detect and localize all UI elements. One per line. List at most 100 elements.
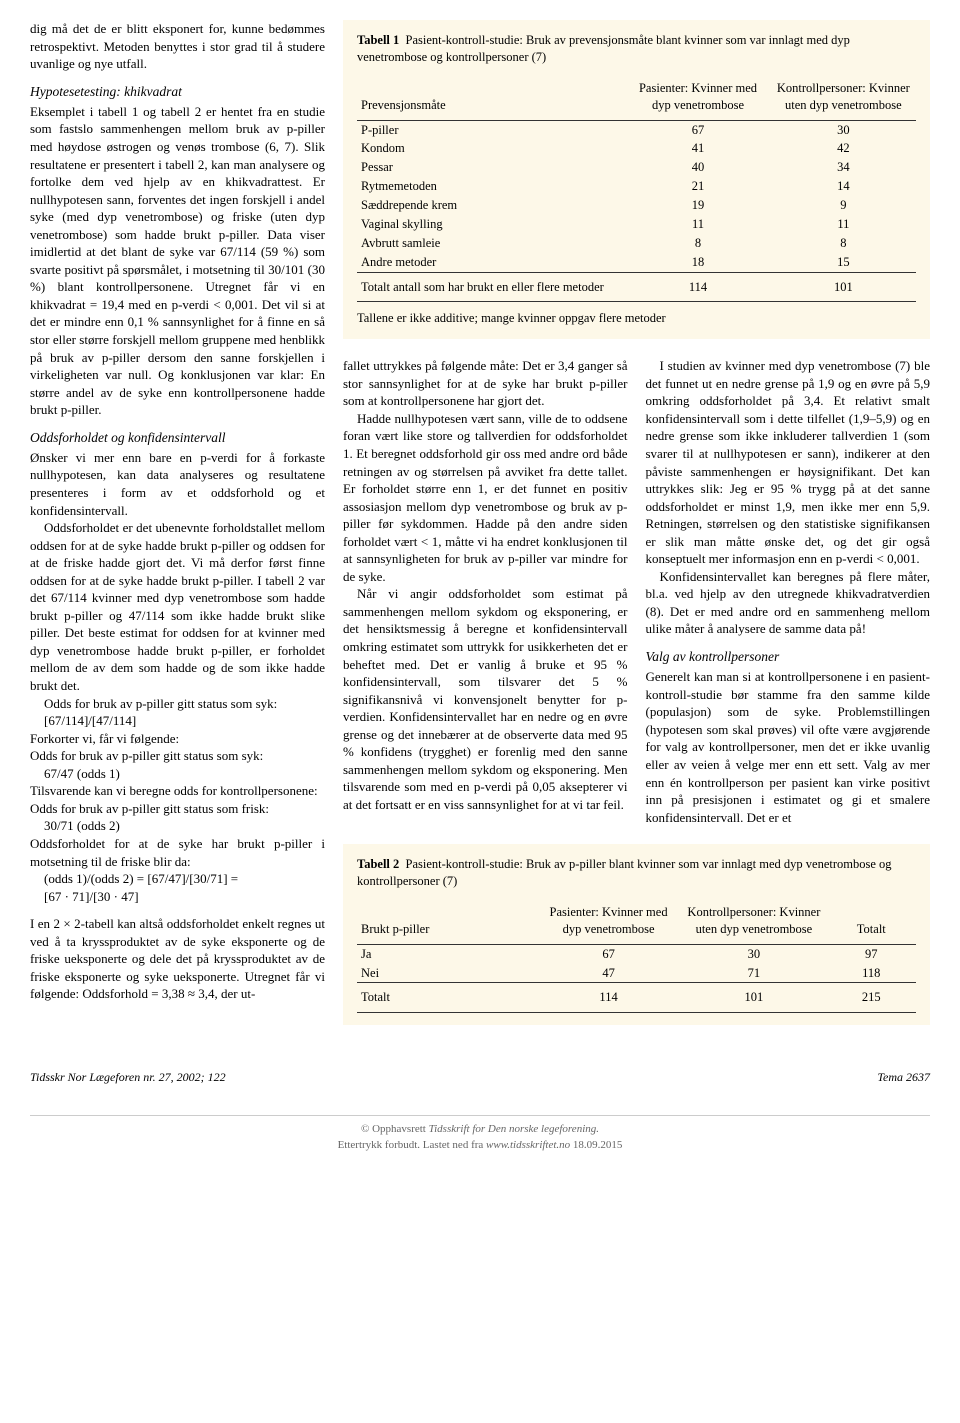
cell-value: 8 [771, 234, 916, 253]
table-1-footnote: Tallene er ikke additive; mange kvinner … [357, 310, 916, 327]
table-1-total-v2: 101 [771, 272, 916, 302]
copyright-line1a: © Opphavsrett [361, 1123, 429, 1135]
body-paragraph: Tilsvarende kan vi beregne odds for kont… [30, 782, 325, 800]
table-1: Tabell 1 Pasient-kontroll-studie: Bruk a… [343, 20, 930, 339]
table-1-label: Tabell 1 [357, 33, 399, 47]
page-footer: Tidsskr Nor Lægeforen nr. 27, 2002; 122 … [30, 1065, 930, 1085]
calc-line: 67/47 (odds 1) [30, 765, 325, 783]
right-column: I studien av kvinner med dyp venetrombos… [646, 357, 931, 826]
body-paragraph: Odds for bruk av p-piller gitt status so… [30, 747, 325, 765]
table-1-caption-text: Pasient-kontroll-studie: Bruk av prevens… [357, 33, 850, 64]
copyright-line2b: www.tidsskriftet.no [486, 1139, 570, 1151]
table-2-header-col2: Pasienter: Kvinner med dyp venetrombose [536, 902, 681, 944]
table-row: Rytmemetoden2114 [357, 177, 916, 196]
body-paragraph: Oddsforholdet for at de syke har brukt p… [30, 835, 325, 870]
cell-value: 11 [625, 215, 770, 234]
table-2-total-v3: 215 [827, 983, 916, 1013]
page-content: dig må det de er blitt eksponert for, ku… [30, 20, 930, 1153]
cell-value: 14 [771, 177, 916, 196]
calc-line: 30/71 (odds 2) [30, 817, 325, 835]
cell-value: 30 [681, 944, 826, 963]
footer-right-page: 2637 [903, 1070, 930, 1084]
cell-value: 9 [771, 196, 916, 215]
section-heading-oddsforhold: Oddsforholdet og konfidensintervall [30, 429, 325, 447]
footer-right: Tema 2637 [877, 1069, 930, 1085]
cell-value: 30 [771, 120, 916, 139]
copyright-line1b: Tidsskrift for Den norske legeforening. [429, 1123, 599, 1135]
table-2-total-label: Totalt [357, 983, 536, 1013]
footer-left: Tidsskr Nor Lægeforen nr. 27, 2002; 122 [30, 1069, 226, 1085]
body-paragraph: Ønsker vi mer enn bare en p-verdi for å … [30, 449, 325, 519]
table-row: Ja673097 [357, 944, 916, 963]
footer-right-label: Tema [877, 1070, 903, 1084]
table-row: P-piller6730 [357, 120, 916, 139]
table-row: Kondom4142 [357, 139, 916, 158]
middle-right-columns: fallet uttrykkes på følgende måte: Det e… [343, 357, 930, 826]
body-paragraph: Når vi angir oddsforholdet som estimat p… [343, 585, 628, 813]
body-paragraph: fallet uttrykkes på følgende måte: Det e… [343, 357, 628, 410]
cell-value: 67 [536, 944, 681, 963]
cell-value: 97 [827, 944, 916, 963]
body-paragraph: I en 2 × 2-tabell kan altså oddsforholde… [30, 915, 325, 1003]
table-2-label: Tabell 2 [357, 857, 399, 871]
cell-value: 42 [771, 139, 916, 158]
intro-paragraph: dig må det de er blitt eksponert for, ku… [30, 20, 325, 73]
table-1-grid: Prevensjonsmåte Pasienter: Kvinner med d… [357, 78, 916, 303]
body-paragraph: Generelt kan man si at kontrollpersonene… [646, 668, 931, 826]
cell-value: 11 [771, 215, 916, 234]
cell-label: Vaginal skylling [357, 215, 625, 234]
cell-label: Avbrutt samleie [357, 234, 625, 253]
body-paragraph: Forkorter vi, får vi følgende: [30, 730, 325, 748]
section-heading-kontrollpersoner: Valg av kontrollpersoner [646, 648, 931, 666]
copyright-line2c: 18.09.2015 [570, 1139, 622, 1151]
cell-label: Kondom [357, 139, 625, 158]
body-paragraph: Odds for bruk av p-piller gitt status so… [30, 800, 325, 818]
cell-value: 19 [625, 196, 770, 215]
table-1-header-col3: Kontrollpersoner: Kvinner uten dyp venet… [771, 78, 916, 120]
cell-label: Pessar [357, 158, 625, 177]
body-paragraph: Oddsforholdet er det ubenevnte forholdst… [30, 519, 325, 694]
table-1-caption: Tabell 1 Pasient-kontroll-studie: Bruk a… [357, 32, 916, 66]
table-row: Andre metoder1815 [357, 253, 916, 272]
table-2-header-col4: Totalt [827, 902, 916, 944]
cell-value: 34 [771, 158, 916, 177]
body-paragraph: Konfidensintervallet kan beregnes på fle… [646, 568, 931, 638]
cell-label: Rytmemetoden [357, 177, 625, 196]
cell-value: 8 [625, 234, 770, 253]
cell-value: 40 [625, 158, 770, 177]
table-1-header-col1: Prevensjonsmåte [357, 78, 625, 120]
table-1-header-col2: Pasienter: Kvinner med dyp venetrombose [625, 78, 770, 120]
cell-value: 41 [625, 139, 770, 158]
main-columns: dig må det de er blitt eksponert for, ku… [30, 20, 930, 1043]
cell-label: Ja [357, 944, 536, 963]
body-paragraph: Hadde nullhypotesen vært sann, ville de … [343, 410, 628, 585]
cell-value: 67 [625, 120, 770, 139]
table-2-caption-text: Pasient-kontroll-studie: Bruk av p-pille… [357, 857, 892, 888]
cell-label: Nei [357, 964, 536, 983]
table-row: Pessar4034 [357, 158, 916, 177]
copyright-block: © Opphavsrett Tidsskrift for Den norske … [30, 1115, 930, 1153]
left-column: dig må det de er blitt eksponert for, ku… [30, 20, 325, 1043]
cell-label: P-piller [357, 120, 625, 139]
right-wrapper: Tabell 1 Pasient-kontroll-studie: Bruk a… [343, 20, 930, 1043]
section-heading-khikvadrat: Hypotesetesting: khikvadrat [30, 83, 325, 101]
cell-label: Sæddrepende krem [357, 196, 625, 215]
body-paragraph: I studien av kvinner med dyp venetrombos… [646, 357, 931, 568]
table-2-total-v1: 114 [536, 983, 681, 1013]
table-2-header-col1: Brukt p-piller [357, 902, 536, 944]
calc-line: (odds 1)/(odds 2) = [67/47]/[30/71] = [30, 870, 325, 888]
cell-value: 47 [536, 964, 681, 983]
body-paragraph: Odds for bruk av p-piller gitt status so… [30, 695, 325, 713]
table-row: Avbrutt samleie88 [357, 234, 916, 253]
cell-value: 15 [771, 253, 916, 272]
table-2: Tabell 2 Pasient-kontroll-studie: Bruk a… [343, 844, 930, 1025]
table-2-total-v2: 101 [681, 983, 826, 1013]
calc-line: [67/114]/[47/114] [30, 712, 325, 730]
cell-value: 18 [625, 253, 770, 272]
table-row: Sæddrepende krem199 [357, 196, 916, 215]
table-1-total-v1: 114 [625, 272, 770, 302]
cell-label: Andre metoder [357, 253, 625, 272]
cell-value: 118 [827, 964, 916, 983]
copyright-line2a: Ettertrykk forbudt. Lastet ned fra [338, 1139, 486, 1151]
table-2-caption: Tabell 2 Pasient-kontroll-studie: Bruk a… [357, 856, 916, 890]
